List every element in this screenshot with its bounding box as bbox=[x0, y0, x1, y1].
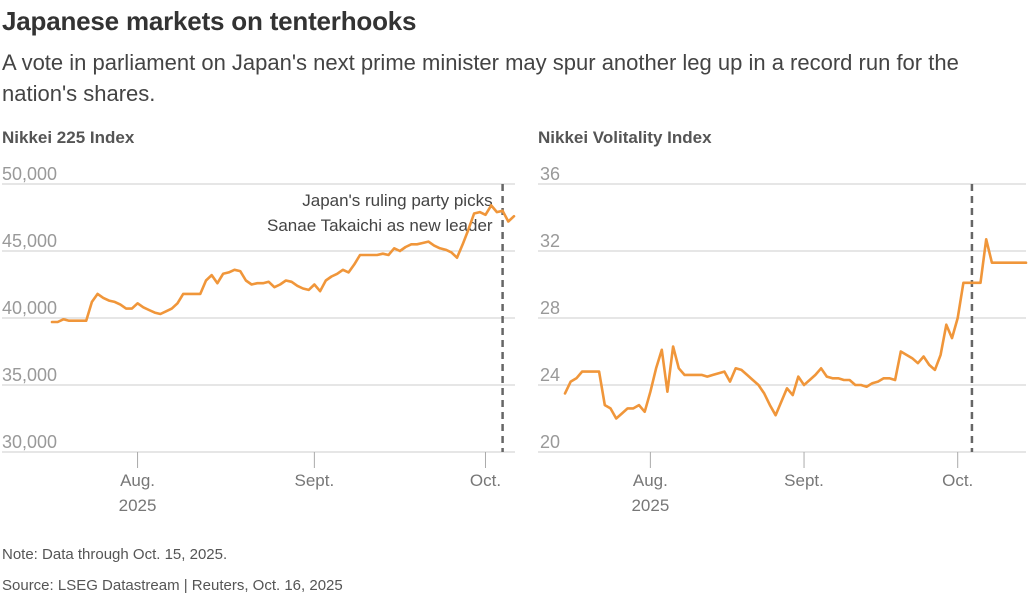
nikkei-x-tick-label: Sept. bbox=[295, 471, 335, 490]
nikkei-x-tick-label: Aug. bbox=[120, 471, 155, 490]
nikkei-x-tick-label: Oct. bbox=[470, 471, 501, 490]
source-credit: Source: LSEG Datastream | Reuters, Oct. … bbox=[2, 577, 343, 594]
vix-y-tick-label: 36 bbox=[540, 164, 560, 184]
event-annotation-line: Japan's ruling party picks bbox=[302, 191, 492, 210]
vix-series-line bbox=[563, 238, 1028, 420]
nikkei-y-tick-label: 45,000 bbox=[2, 231, 57, 251]
event-annotation-line: Sanae Takaichi as new leader bbox=[267, 216, 493, 235]
vix-x-tick-label: Aug. bbox=[633, 471, 668, 490]
nikkei-225-chart-title: Nikkei 225 Index bbox=[2, 128, 135, 147]
vix-y-tick-label: 20 bbox=[540, 432, 560, 452]
vix-y-tick-label: 24 bbox=[540, 365, 560, 385]
vix-y-tick-label: 32 bbox=[540, 231, 560, 251]
vix-x-tick-label: Oct. bbox=[942, 471, 973, 490]
nikkei-y-tick-label: 30,000 bbox=[2, 432, 57, 452]
vix-x-tick-year: 2025 bbox=[631, 496, 669, 515]
nikkei-y-tick-label: 50,000 bbox=[2, 164, 57, 184]
nikkei-series-line bbox=[50, 204, 516, 324]
vix-y-tick-label: 28 bbox=[540, 298, 560, 318]
volatility-chart-title: Nikkei Volitality Index bbox=[538, 128, 712, 147]
chart-subtitle: A vote in parliament on Japan's next pri… bbox=[2, 50, 959, 106]
vix-x-tick-label: Sept. bbox=[784, 471, 824, 490]
chart-headline: Japanese markets on tenterhooks bbox=[2, 6, 417, 36]
nikkei-x-tick-year: 2025 bbox=[119, 496, 157, 515]
nikkei-y-tick-label: 35,000 bbox=[2, 365, 57, 385]
footnote: Note: Data through Oct. 15, 2025. bbox=[2, 546, 228, 563]
nikkei-y-tick-label: 40,000 bbox=[2, 298, 57, 318]
